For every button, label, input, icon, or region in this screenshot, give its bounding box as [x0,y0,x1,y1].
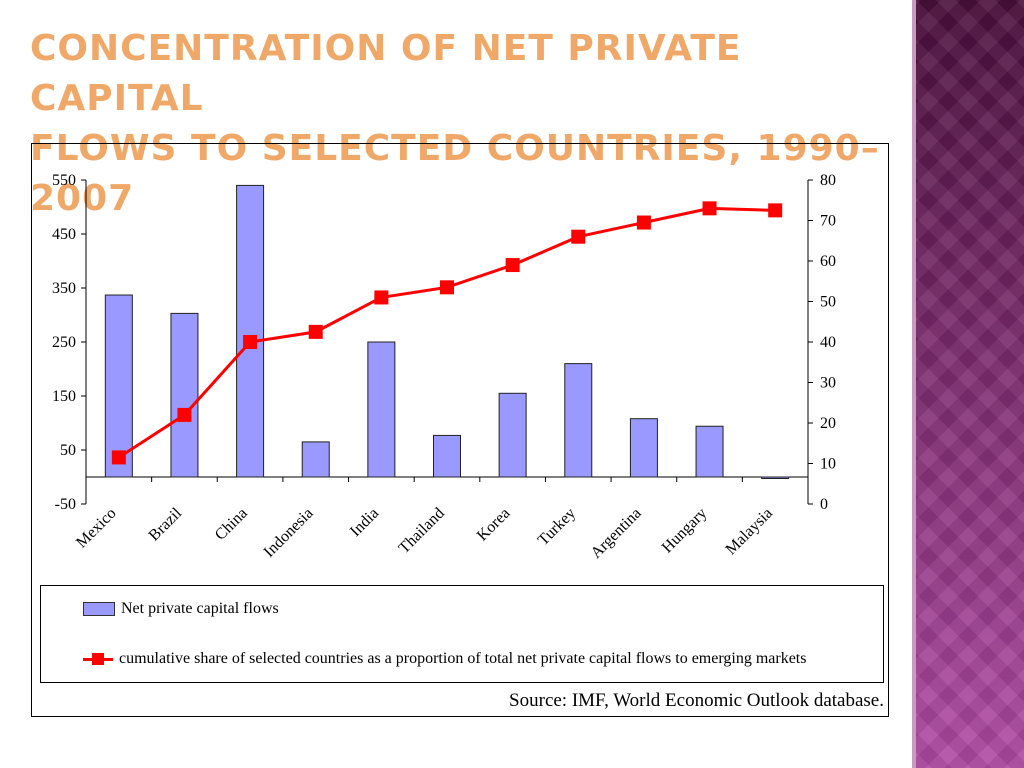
x-label-thailand: Thailand [396,505,448,557]
point-korea [505,258,520,273]
bar-turkey [564,363,593,478]
y-left-tick-label: 550 [52,172,76,189]
y-left-tick-label: 50 [60,442,76,459]
y-right-tick-label: 50 [820,294,836,311]
chart-frame [31,143,889,717]
bar-korea [498,392,527,478]
x-label-argentina: Argentina [588,505,645,562]
point-malaysia [768,203,783,218]
title-line-2: Flows to Selected Countries, 1990–2007 [30,128,880,219]
y-left-tick-label: 250 [52,334,76,351]
slide-title: Concentration of Net Private Capital Flo… [30,24,910,224]
x-label-china: China [212,505,251,544]
y-right-tick-label: 0 [820,496,828,513]
bar-malaysia [761,476,790,479]
cumulative-share-line [118,206,776,459]
legend-line-swatch [83,652,113,666]
y-left-tick-label: 450 [52,226,76,243]
x-label-hungary: Hungary [659,505,711,557]
bar-mexico [104,294,133,478]
y-right-tick-label: 20 [820,415,836,432]
y-left-tick-label: -50 [55,496,76,513]
decorative-side-band [912,0,1024,768]
point-indonesia [308,324,323,339]
bar-india [367,341,396,478]
legend-item-line: cumulative share of selected countries a… [83,650,806,668]
point-china [243,335,258,349]
side-band-edge [912,0,916,768]
x-label-korea: Korea [474,505,514,545]
bar-argentina [629,418,658,478]
source-note: Source: IMF, World Economic Outlook data… [509,690,884,711]
point-argentina [636,215,651,230]
y-left-tick-label: 350 [52,280,76,297]
bar-china [236,184,265,478]
bar-thailand [433,434,461,478]
x-label-malaysia: Malaysia [723,505,776,558]
x-label-mexico: Mexico [73,505,120,552]
title-line-1: Concentration of Net Private Capital [30,28,742,119]
point-india [374,290,389,305]
y-right-tick-label: 10 [820,456,836,473]
bar-brazil [170,312,199,478]
point-mexico [111,450,126,465]
legend-label-bars: Net private capital flows [121,600,279,617]
y-right-tick-label: 60 [820,253,836,270]
x-label-india: India [347,505,382,540]
point-turkey [571,229,586,244]
y-right-tick-label: 80 [820,172,836,189]
y-right-tick-label: 70 [820,213,836,230]
legend-label-line: cumulative share of selected countries a… [119,650,807,667]
x-label-turkey: Turkey [535,505,579,549]
legend-bar-swatch [83,602,115,616]
bar-hungary [695,425,724,478]
legend-item-bars: Net private capital flows [83,600,279,618]
y-right-tick-label: 40 [820,334,836,351]
x-label-indonesia: Indonesia [261,505,317,561]
y-right-tick-label: 30 [820,375,836,392]
point-hungary [702,201,717,216]
y-left-tick-label: 150 [52,388,76,405]
bar-indonesia [301,441,330,478]
chart-legend: Net private capital flows cumulative sha… [40,585,884,683]
point-brazil [177,407,192,422]
x-label-brazil: Brazil [146,504,186,544]
point-thailand [440,280,454,295]
